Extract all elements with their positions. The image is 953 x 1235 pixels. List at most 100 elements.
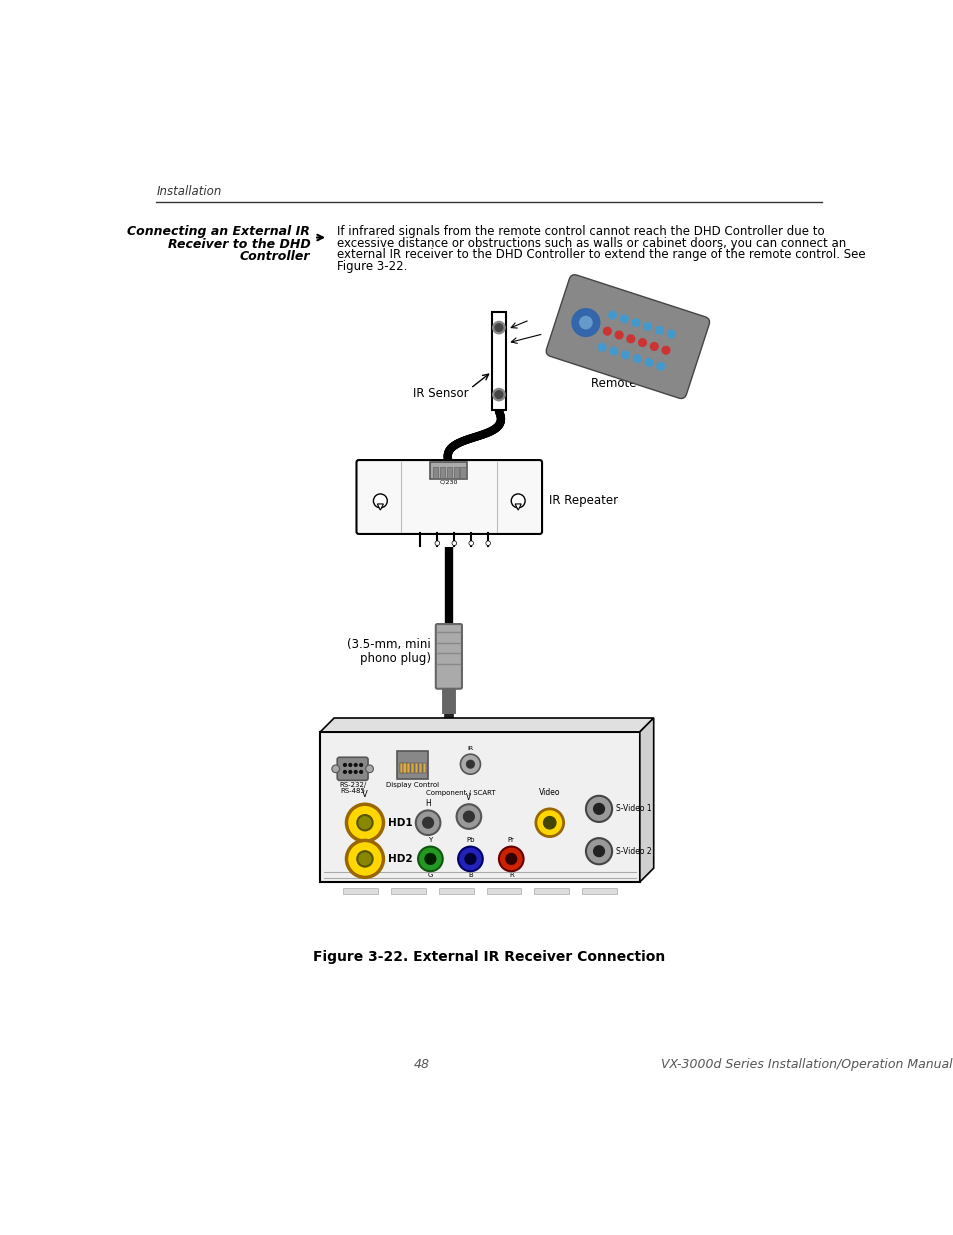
- Bar: [446, 467, 452, 478]
- FancyBboxPatch shape: [436, 624, 461, 689]
- Text: C/230: C/230: [439, 480, 457, 485]
- FancyBboxPatch shape: [356, 461, 541, 534]
- Text: IR: IR: [467, 746, 473, 751]
- Circle shape: [493, 321, 504, 333]
- Text: (3.5-mm, mini: (3.5-mm, mini: [347, 638, 431, 651]
- Circle shape: [585, 795, 612, 823]
- Circle shape: [417, 846, 442, 871]
- Text: G: G: [427, 872, 433, 878]
- Circle shape: [460, 755, 480, 774]
- Bar: [439, 467, 444, 478]
- Bar: [581, 888, 616, 894]
- Circle shape: [626, 335, 634, 342]
- Polygon shape: [515, 504, 520, 510]
- Circle shape: [346, 841, 383, 877]
- Text: Pr: Pr: [507, 837, 515, 844]
- Polygon shape: [320, 718, 653, 732]
- Circle shape: [343, 763, 346, 767]
- Bar: [453, 467, 458, 478]
- Circle shape: [463, 811, 474, 823]
- Text: Receiver to the DHD: Receiver to the DHD: [168, 237, 310, 251]
- Text: 48: 48: [414, 1058, 430, 1071]
- Circle shape: [644, 358, 652, 367]
- Circle shape: [359, 763, 362, 767]
- Circle shape: [667, 330, 675, 338]
- Bar: [438, 888, 473, 894]
- Circle shape: [632, 319, 639, 326]
- Text: Display Control: Display Control: [386, 782, 438, 788]
- Text: Pb: Pb: [466, 837, 475, 844]
- Circle shape: [466, 761, 474, 768]
- Circle shape: [598, 343, 605, 351]
- Circle shape: [603, 327, 611, 335]
- Circle shape: [435, 541, 439, 546]
- Text: Remote Control: Remote Control: [591, 377, 683, 390]
- Circle shape: [346, 804, 383, 841]
- Circle shape: [543, 816, 556, 829]
- Circle shape: [356, 815, 373, 830]
- Bar: [433, 467, 437, 478]
- Text: phono plug): phono plug): [360, 652, 431, 666]
- Bar: [492, 312, 505, 410]
- Text: Component / SCART: Component / SCART: [426, 790, 496, 797]
- Circle shape: [593, 846, 604, 857]
- Circle shape: [505, 853, 517, 864]
- Circle shape: [650, 342, 658, 351]
- Text: IR Sensor: IR Sensor: [412, 387, 468, 400]
- Circle shape: [354, 771, 356, 773]
- Bar: [422, 763, 425, 773]
- Circle shape: [464, 853, 476, 864]
- Bar: [403, 763, 406, 773]
- Bar: [418, 763, 421, 773]
- Circle shape: [661, 346, 669, 354]
- Bar: [411, 763, 414, 773]
- Text: Controller: Controller: [239, 249, 310, 263]
- Circle shape: [643, 322, 651, 330]
- Text: Video: Video: [538, 788, 560, 797]
- Circle shape: [356, 851, 373, 867]
- Circle shape: [359, 771, 362, 773]
- Circle shape: [456, 804, 480, 829]
- Circle shape: [579, 316, 592, 329]
- FancyBboxPatch shape: [546, 274, 709, 399]
- Circle shape: [498, 846, 523, 871]
- Circle shape: [657, 363, 664, 370]
- Circle shape: [536, 809, 563, 836]
- Circle shape: [609, 347, 618, 354]
- Text: Connecting an External IR: Connecting an External IR: [128, 225, 310, 238]
- Circle shape: [633, 354, 640, 363]
- Polygon shape: [639, 718, 653, 882]
- Circle shape: [572, 309, 599, 336]
- Text: RS-232/: RS-232/: [338, 782, 366, 788]
- Circle shape: [373, 494, 387, 508]
- Circle shape: [485, 541, 490, 546]
- Circle shape: [511, 494, 524, 508]
- Bar: [343, 888, 377, 894]
- Bar: [460, 467, 465, 478]
- Circle shape: [593, 804, 604, 814]
- Bar: [534, 888, 568, 894]
- Bar: [407, 763, 410, 773]
- Circle shape: [457, 846, 482, 871]
- Text: RS-485: RS-485: [340, 788, 365, 794]
- Text: If infrared signals from the remote control cannot reach the DHD Controller due : If infrared signals from the remote cont…: [336, 225, 824, 238]
- Text: V: V: [362, 790, 368, 799]
- Circle shape: [365, 764, 373, 773]
- Text: IR Repeater: IR Repeater: [548, 494, 618, 508]
- Circle shape: [655, 326, 662, 335]
- Text: R: R: [508, 872, 513, 878]
- Circle shape: [349, 763, 352, 767]
- Bar: [415, 763, 417, 773]
- Circle shape: [493, 389, 504, 401]
- Circle shape: [495, 324, 502, 331]
- Text: B: B: [468, 872, 473, 878]
- Text: Figure 3-22. External IR Receiver Connection: Figure 3-22. External IR Receiver Connec…: [313, 950, 664, 963]
- Circle shape: [621, 351, 629, 358]
- Text: Y: Y: [428, 837, 432, 844]
- Circle shape: [332, 764, 339, 773]
- Circle shape: [619, 315, 627, 322]
- Bar: [320, 732, 639, 882]
- Text: excessive distance or obstructions such as walls or cabinet doors, you can conne: excessive distance or obstructions such …: [336, 237, 845, 249]
- Circle shape: [608, 311, 616, 319]
- Circle shape: [615, 331, 622, 338]
